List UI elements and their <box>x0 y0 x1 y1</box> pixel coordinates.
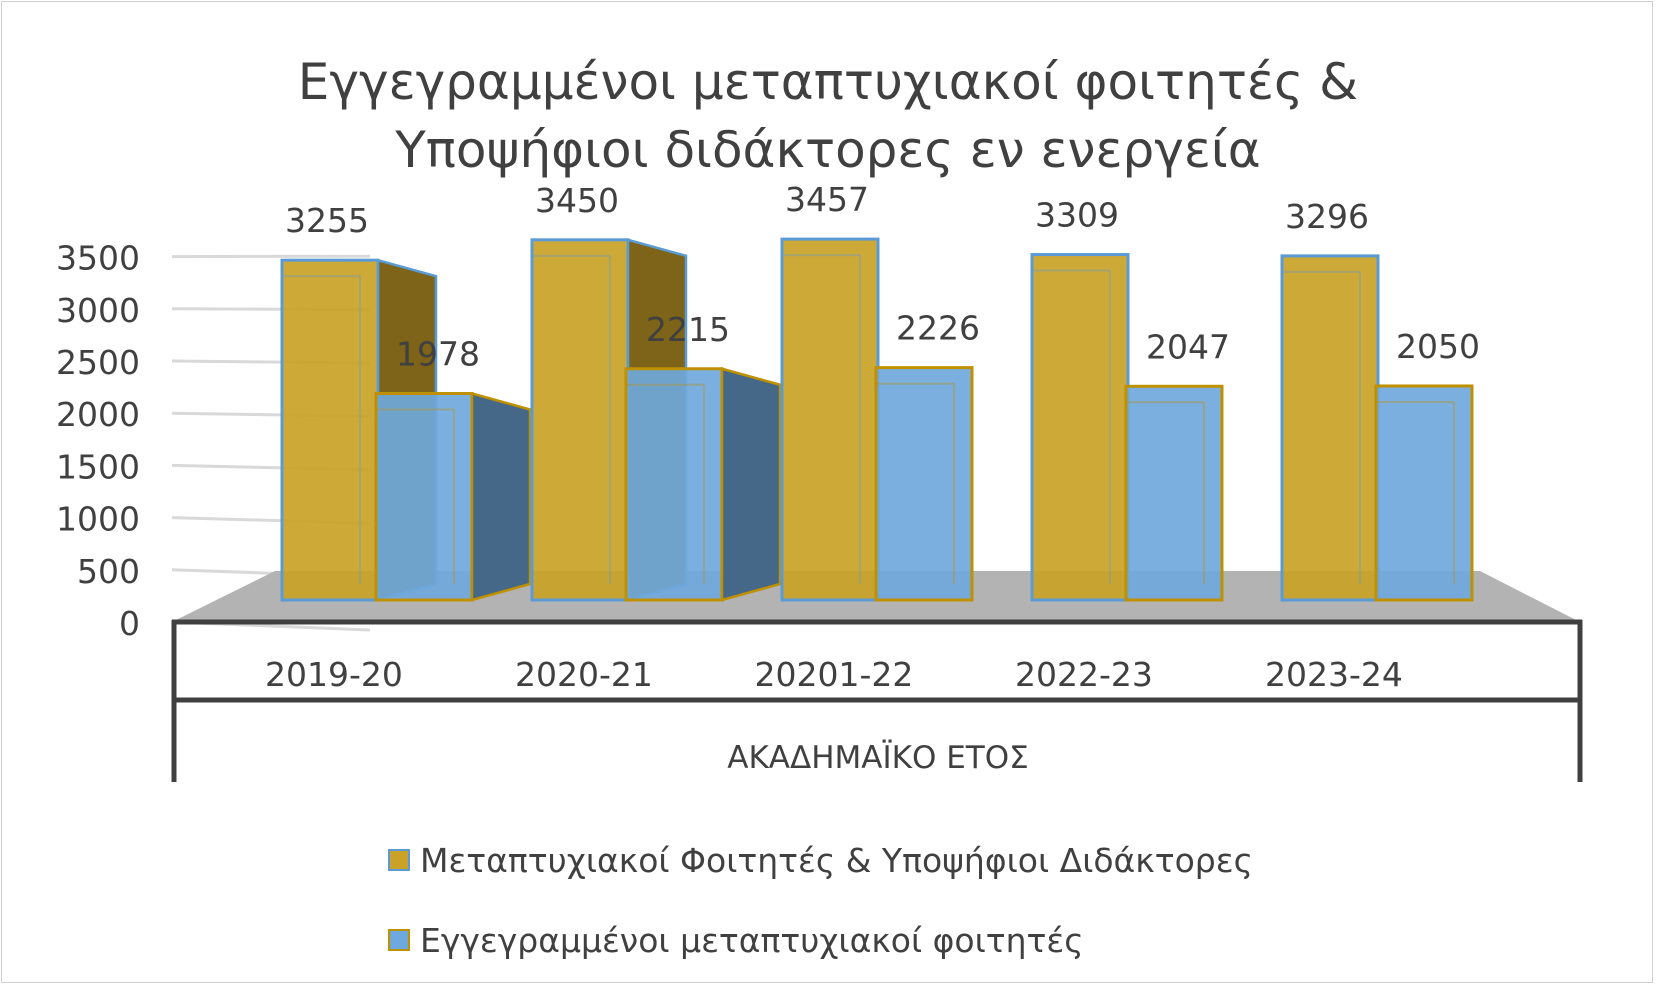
y-tick-label: 500 <box>77 552 140 591</box>
bar-series-1-front <box>780 237 880 602</box>
bar-series-1 <box>1030 253 1130 602</box>
y-tick-label: 3500 <box>56 239 140 278</box>
y-tick-label: 2000 <box>56 395 140 434</box>
y-tick-label: 2500 <box>56 343 140 382</box>
legend-swatch-series-2 <box>388 929 410 951</box>
bar-series-1 <box>1280 254 1380 602</box>
bar-series-2-side <box>720 367 782 602</box>
bar-series-2-front <box>624 367 724 602</box>
data-label-series-1: 3255 <box>285 201 369 240</box>
chart-title-line-2: Υποψήφιοι διδάκτορες εν ενεργεία <box>395 121 1261 179</box>
legend-swatch-series-1 <box>388 849 410 871</box>
y-tick-label: 1500 <box>56 447 140 486</box>
bar-series-2 <box>1374 384 1474 602</box>
bar-series-2-front <box>374 391 474 602</box>
bar-series-2 <box>624 367 782 602</box>
x-axis-title: ΑΚΑΔΗΜΑΪΚΟ ΕΤΟΣ <box>727 740 1028 776</box>
bar-series-2-front <box>1124 384 1224 602</box>
bar-series-1-front <box>1030 253 1130 602</box>
data-label-series-2: 2215 <box>646 310 730 349</box>
x-tick-label: 2022-23 <box>1015 655 1153 694</box>
bar-series-1-front <box>1280 254 1380 602</box>
data-label-series-2: 2047 <box>1146 327 1230 366</box>
x-tick-label: 20201-22 <box>755 655 914 694</box>
data-label-series-2: 2050 <box>1396 327 1480 366</box>
chart-title: Εγγεγραμμένοι μεταπτυχιακοί φοιτητές & Υ… <box>0 48 1656 184</box>
data-label-series-2: 2226 <box>896 309 980 348</box>
legend-item-series-2: Εγγεγραμμένοι μεταπτυχιακοί φοιτητές <box>388 900 1253 980</box>
bar-series-2-front <box>874 366 974 602</box>
legend-label-series-2: Εγγεγραμμένοι μεταπτυχιακοί φοιτητές <box>420 920 1084 960</box>
bar-series-2 <box>1124 384 1224 602</box>
bar-series-2-front <box>1374 384 1474 602</box>
data-label-series-1: 3450 <box>535 181 619 220</box>
data-label-series-1: 3309 <box>1035 196 1119 235</box>
data-label-series-1: 3457 <box>785 180 869 219</box>
bar-series-1-front <box>280 258 380 602</box>
data-label-series-2: 1978 <box>396 334 480 373</box>
bar-series-2-side <box>470 391 532 602</box>
x-tick-label: 2019-20 <box>265 655 403 694</box>
y-tick-label: 0 <box>119 604 140 643</box>
chart-title-line-1: Εγγεγραμμένοι μεταπτυχιακοί φοιτητές & <box>297 53 1359 111</box>
bar-series-1 <box>780 237 880 602</box>
x-tick-label: 2020-21 <box>515 655 653 694</box>
data-label-series-1: 3296 <box>1285 197 1369 236</box>
bar-series-2 <box>874 366 974 602</box>
x-tick-label: 2023-24 <box>1265 655 1403 694</box>
legend-item-series-1: Μεταπτυχιακοί Φοιτητές & Υποψήφιοι Διδάκ… <box>388 820 1253 900</box>
legend: Μεταπτυχιακοί Φοιτητές & Υποψήφιοι Διδάκ… <box>388 820 1253 980</box>
y-tick-label: 3000 <box>56 291 140 330</box>
legend-label-series-1: Μεταπτυχιακοί Φοιτητές & Υποψήφιοι Διδάκ… <box>420 840 1253 880</box>
bar-series-1-front <box>530 238 630 602</box>
y-tick-label: 1000 <box>56 500 140 539</box>
bar-series-2 <box>374 391 532 602</box>
